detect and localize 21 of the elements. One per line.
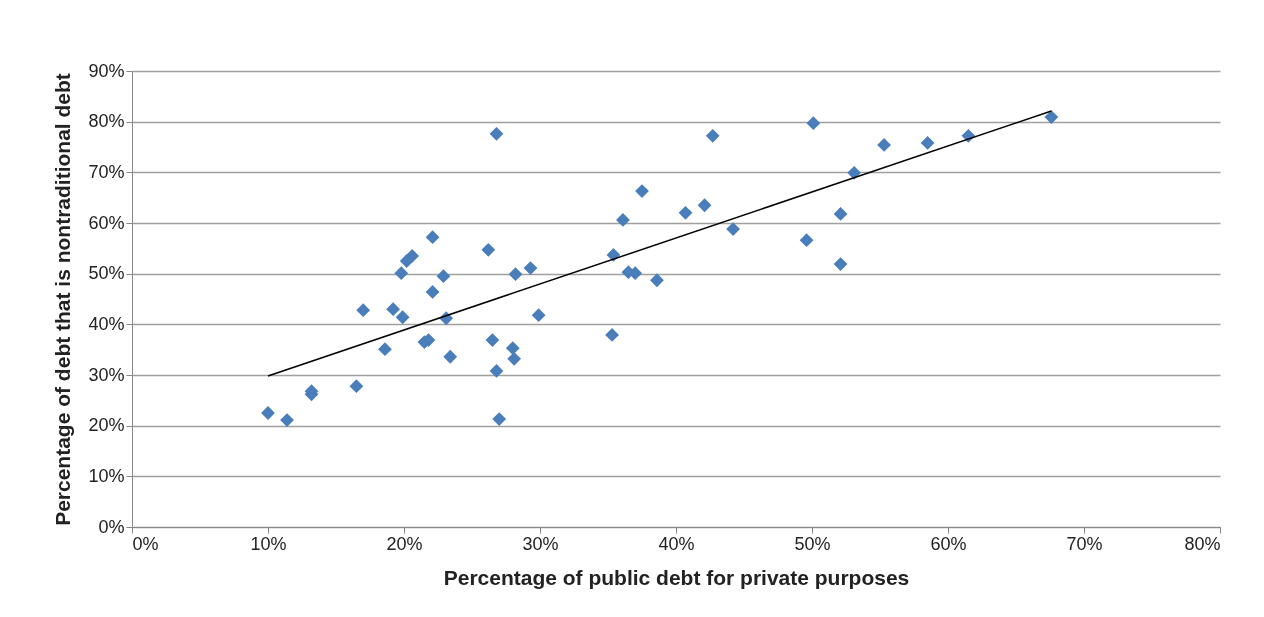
x-tick-label: 60% <box>930 533 967 554</box>
x-axis-title: Percentage of public debt for private purposes <box>443 565 910 589</box>
x-tick-label: 40% <box>658 533 695 554</box>
x-tick-label: 10% <box>250 533 287 554</box>
x-tick-label: 80% <box>1184 533 1221 554</box>
y-tick-label: 70% <box>88 161 125 182</box>
x-tick-label: 50% <box>794 533 831 554</box>
y-tick-label: 40% <box>88 313 125 334</box>
y-tick-label: 90% <box>88 60 125 81</box>
x-tick-label: 20% <box>386 533 423 554</box>
y-tick-label: 30% <box>88 364 125 385</box>
y-tick-label: 50% <box>88 263 125 284</box>
x-tick-label: 0% <box>132 533 159 554</box>
y-tick-label: 80% <box>88 111 125 132</box>
y-tick-label: 10% <box>88 465 125 486</box>
y-tick-label: 60% <box>88 212 125 233</box>
x-tick-label: 30% <box>522 533 559 554</box>
y-tick-label: 0% <box>98 516 125 537</box>
y-axis-title: Percentage of debt that is nontraditional debt <box>51 73 75 526</box>
x-tick-label: 70% <box>1066 533 1103 554</box>
y-tick-label: 20% <box>88 415 125 436</box>
